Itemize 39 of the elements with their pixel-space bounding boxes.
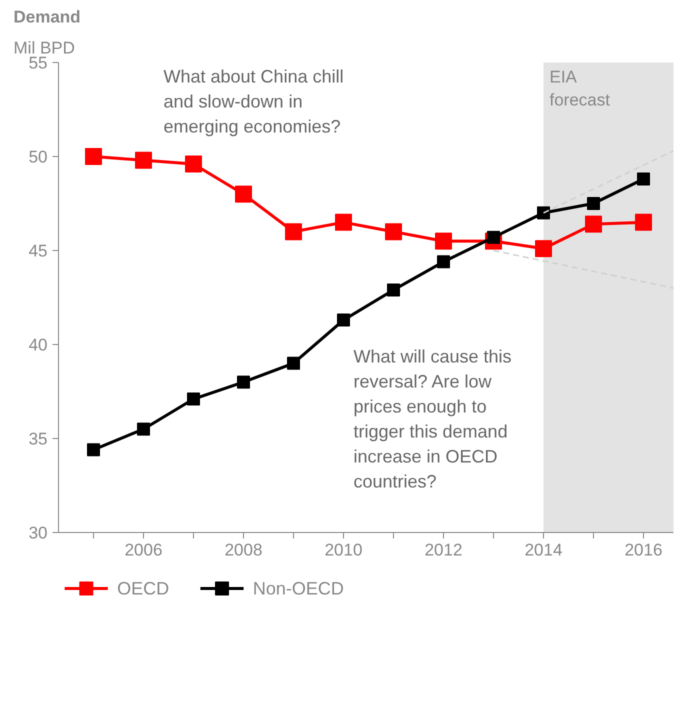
- x-tick-label: 2016: [624, 540, 662, 560]
- y-tick-label: 50: [28, 148, 48, 166]
- x-tick-label: 2006: [124, 540, 162, 560]
- annotation: What will cause this reversal? Are low prices enough to trigger this demand increase in OECD countries?: [354, 346, 512, 492]
- point: [535, 240, 552, 258]
- legend-label: OECD: [117, 578, 170, 598]
- point: [185, 156, 202, 173]
- point: [387, 283, 400, 296]
- legend-label: Non-OECD: [252, 578, 344, 598]
- point: [85, 148, 102, 165]
- point: [187, 392, 200, 406]
- point: [537, 206, 550, 220]
- x-tick-label: 2010: [324, 540, 362, 560]
- point: [137, 422, 150, 436]
- y-tick-label: 35: [28, 430, 48, 448]
- y-tick-label: 40: [28, 336, 48, 354]
- y-tick-label: 30: [28, 524, 48, 542]
- point: [635, 214, 652, 231]
- point: [235, 186, 252, 203]
- point: [637, 172, 650, 186]
- x-tick-label: 2014: [524, 540, 562, 560]
- point: [437, 255, 450, 268]
- point: [87, 443, 100, 456]
- point: [285, 223, 302, 240]
- x-tick-label: 2008: [224, 540, 262, 560]
- point: [585, 216, 602, 233]
- band-label: EIA forecast: [550, 68, 610, 110]
- point: [287, 356, 300, 370]
- point: [237, 376, 250, 389]
- point: [385, 223, 402, 240]
- chart-title: Demand: [14, 8, 81, 26]
- x-tick-label: 2012: [424, 540, 462, 560]
- annotation: What about China chill and slow-down in emerging economies?: [164, 66, 344, 136]
- point: [435, 232, 452, 250]
- point: [337, 314, 350, 327]
- point: [335, 214, 352, 231]
- point: [587, 197, 600, 210]
- point: [135, 152, 152, 169]
- y-tick-label: 45: [28, 242, 48, 260]
